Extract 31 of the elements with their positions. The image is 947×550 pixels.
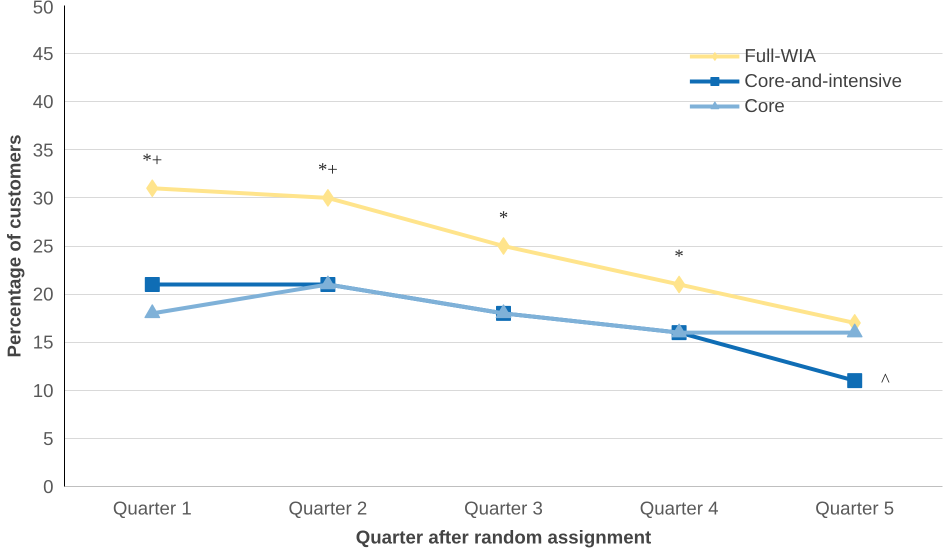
annotation: ^ [881,370,890,392]
legend-label: Core-and-intensive [744,70,902,92]
y-tick-label: 50 [32,0,54,18]
x-tick-label: Quarter 1 [112,498,192,518]
point [672,275,686,294]
y-tick-label: 5 [43,428,54,449]
y-tick-label: 20 [32,284,54,305]
y-tick-label: 0 [43,476,54,497]
legend-label: Full-WIA [744,45,816,67]
y-tick-label: 40 [32,91,54,112]
y-tick-label: 35 [32,139,54,160]
y-axis-title: Percentage of customers [4,134,25,358]
y-tick-label: 25 [32,236,54,256]
annotation: *+ [142,150,162,171]
y-tick-label: 10 [32,380,54,401]
annotation: * [674,246,684,267]
x-tick-label: Quarter 3 [464,498,543,518]
y-tick-label: 45 [32,43,54,64]
point [847,373,862,388]
point [322,188,334,207]
x-axis-title: Quarter after random assignment [356,526,652,548]
x-tick-label: Quarter 4 [640,498,719,518]
annotation: *+ [318,159,338,180]
y-tick-label: 15 [32,332,54,353]
point [497,237,510,255]
y-tick-label: 30 [32,187,54,208]
legend-label: Core [744,95,785,117]
x-tick-label: Quarter 5 [815,498,894,518]
point [144,276,160,292]
x-tick-label: Quarter 2 [288,498,368,518]
annotation: * [498,208,508,228]
